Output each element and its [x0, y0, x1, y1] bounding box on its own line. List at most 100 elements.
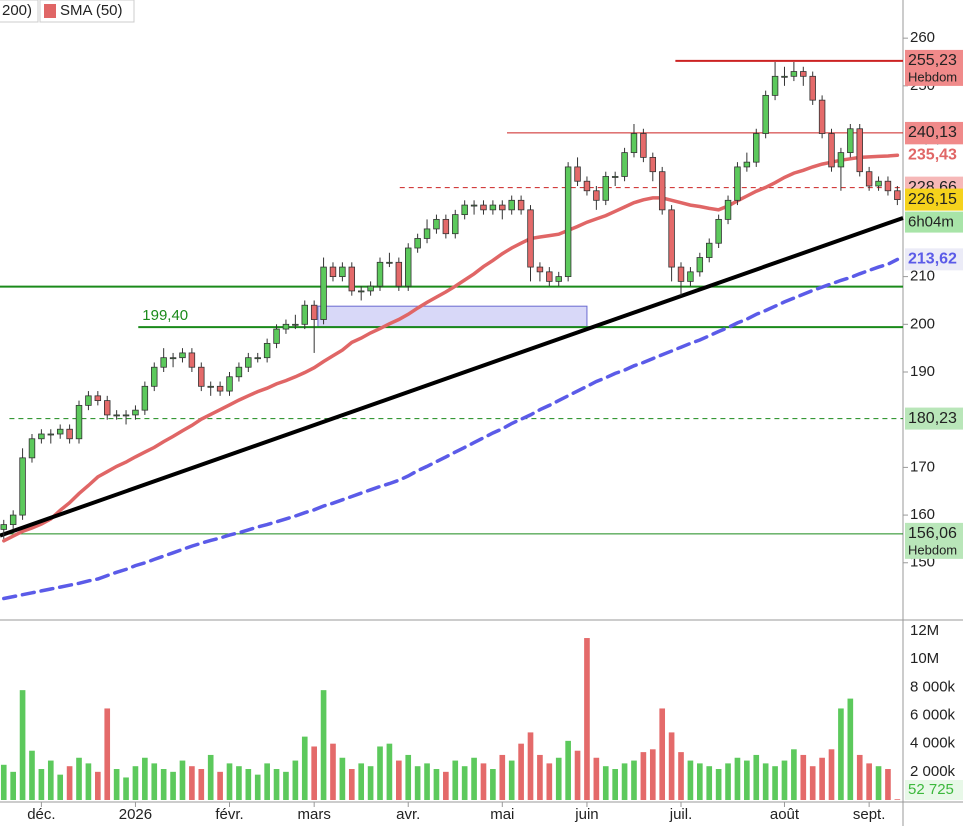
volume-bar — [762, 763, 769, 800]
volume-bar — [668, 732, 675, 800]
volume-bar — [142, 757, 148, 800]
candle-body — [47, 433, 55, 436]
candle-body — [395, 261, 403, 287]
volume-bar — [678, 752, 684, 800]
volume-bar — [555, 757, 562, 800]
y-tick-label: 260 — [910, 29, 935, 46]
legend-box — [0, 0, 39, 23]
price-label-box — [905, 49, 963, 86]
volume-bar — [631, 760, 637, 800]
x-tick-label: févr. — [215, 806, 243, 823]
x-tick-label: juil. — [669, 806, 693, 823]
x-tick-label: août — [770, 806, 800, 823]
volume-bar — [508, 760, 515, 800]
candle-body — [254, 357, 261, 360]
volume-bar — [123, 777, 129, 800]
candle-body — [235, 366, 243, 378]
volume-bar — [47, 760, 54, 800]
candle-body — [329, 266, 337, 278]
volume-bar — [160, 769, 167, 800]
volume-bar — [396, 760, 402, 800]
volume-bar — [414, 766, 421, 800]
y-tick-label: 200 — [910, 315, 935, 332]
volume-bar — [574, 750, 581, 800]
trendline — [0, 216, 904, 538]
volume-bar — [490, 769, 496, 800]
legend-box — [39, 0, 135, 23]
moving-average — [2, 153, 900, 543]
candle-body — [564, 166, 572, 278]
candle-body — [0, 524, 7, 530]
candle-body — [489, 204, 497, 211]
candle-body — [658, 171, 666, 211]
candle-body — [734, 166, 741, 201]
candle-body — [621, 152, 628, 177]
price-label: 180,23 — [908, 410, 957, 427]
candle-body — [790, 71, 798, 77]
candle-body — [611, 176, 619, 178]
volume-bar — [76, 757, 82, 800]
volume-bar — [875, 766, 882, 800]
volume-bar — [348, 769, 355, 800]
volume-bar — [104, 708, 111, 800]
price-label: 255,23 — [908, 52, 957, 69]
volume-bar — [273, 769, 280, 800]
candle-body — [894, 190, 901, 200]
price-label-sub: Hebdom — [908, 69, 957, 84]
volume-bar — [847, 698, 854, 800]
volume-bar — [57, 774, 64, 800]
candle-body — [216, 385, 224, 392]
candle-body — [602, 176, 609, 201]
volume-bar — [95, 771, 101, 800]
volume-bar — [443, 771, 449, 800]
volume-bar — [706, 766, 713, 800]
volume-bar — [10, 771, 16, 800]
volume-bar — [245, 769, 252, 800]
volume-bar — [828, 749, 835, 800]
candle-body — [536, 266, 544, 273]
volume-bar — [565, 740, 571, 800]
volume-bar — [866, 763, 872, 800]
volume-bar — [537, 754, 543, 800]
volume-tick-label: 10M — [910, 650, 939, 667]
candle-body — [245, 357, 252, 368]
candle-body — [461, 204, 468, 216]
volume-bar — [151, 763, 158, 800]
volume-bar — [471, 757, 477, 800]
candle-body — [517, 199, 525, 211]
volume-bar — [659, 708, 666, 800]
volume-label: 52 725 — [908, 781, 954, 798]
volume-tick-label: 8 000k — [910, 678, 956, 695]
candle-body — [762, 94, 769, 134]
price-label: 235,43 — [908, 147, 957, 164]
volume-bar — [838, 708, 844, 800]
volume-bar — [480, 763, 487, 800]
volume-bar — [546, 763, 553, 800]
candle-body — [141, 385, 149, 411]
candle-body — [508, 199, 515, 211]
candle-body — [75, 404, 83, 440]
candle-body — [781, 75, 788, 78]
volume-bar — [38, 769, 45, 800]
volume-bar — [358, 763, 365, 800]
volume-bar — [433, 769, 440, 800]
candle-body — [357, 290, 365, 293]
volume-bar — [85, 763, 92, 800]
volume-bar — [885, 769, 891, 800]
volume-bar — [320, 690, 327, 800]
candle-body — [160, 357, 167, 368]
volume-bar — [602, 766, 609, 800]
volume-bar — [254, 774, 261, 800]
countdown-label: 6h04m — [908, 214, 954, 231]
candle-body — [301, 304, 308, 325]
price-label-box — [905, 188, 963, 211]
volume-bar — [715, 769, 722, 800]
volume-bar — [640, 752, 647, 800]
volume-bar — [179, 760, 186, 800]
volume-bar — [772, 766, 778, 800]
candle-body — [310, 304, 318, 320]
candle-body — [348, 266, 356, 292]
candle-body — [207, 385, 214, 388]
candle-body — [630, 133, 638, 154]
